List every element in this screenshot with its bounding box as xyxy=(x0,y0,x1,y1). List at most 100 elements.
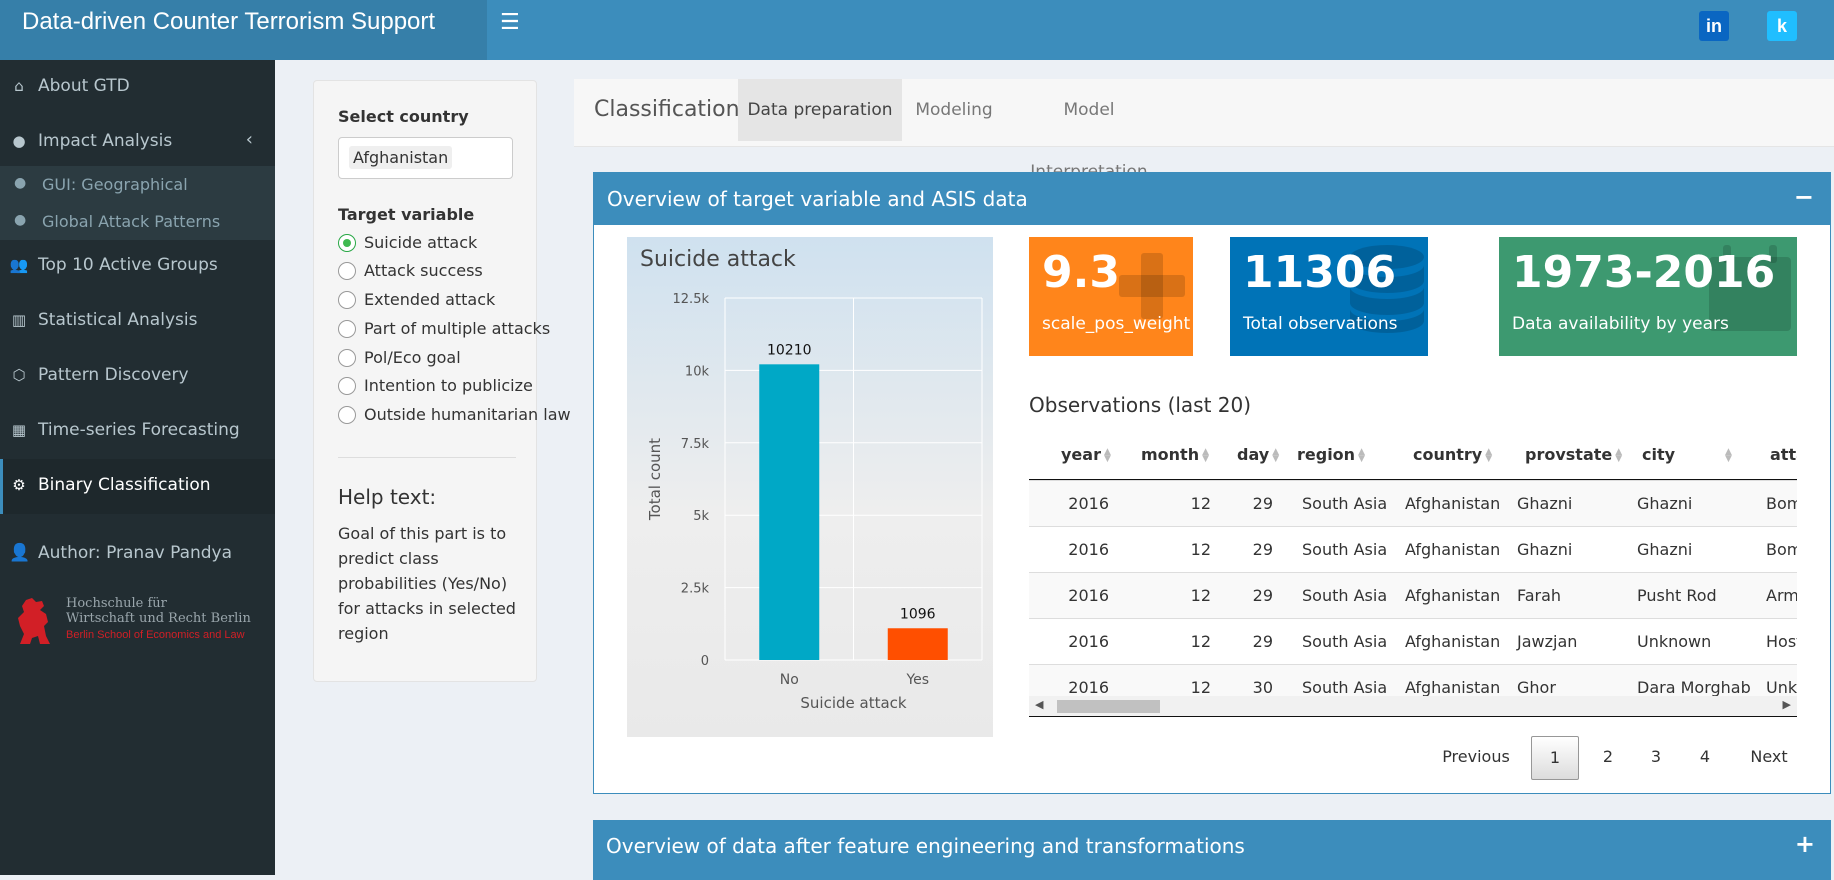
country-select-value: Afghanistan xyxy=(349,146,453,169)
y-tick-label: 5k xyxy=(693,509,709,524)
table-cell-city: Ghazni xyxy=(1637,540,1693,559)
radio-button[interactable] xyxy=(338,234,356,252)
sidebar-item-pattern-discovery[interactable]: ⬡ Pattern Discovery xyxy=(0,349,275,404)
table-cell-month: 12 xyxy=(1190,678,1211,697)
x-tick-label: No xyxy=(780,672,799,688)
table-cell-provstate: Farah xyxy=(1517,586,1562,605)
tab-model-interpretation[interactable]: Model Interpretation xyxy=(1030,100,1147,182)
radio-label: Intention to publicize xyxy=(364,376,533,395)
value-box-data-availability: 1973-2016 Data availability by years xyxy=(1499,237,1797,356)
radio-button[interactable] xyxy=(338,349,356,367)
table-row: 2016 12 29 South Asia Afghanistan Ghazni Ghazn… xyxy=(1029,526,1797,572)
table-cell-region: South Asia xyxy=(1302,540,1388,559)
table-cell-country: Afghanistan xyxy=(1405,678,1501,697)
sidebar-item-time-series-forecasting[interactable]: ▦ Time-series Forecasting xyxy=(0,404,275,459)
table-cell-year: 2016 xyxy=(1068,540,1109,559)
scroll-right-icon[interactable]: ▶ xyxy=(1782,698,1791,711)
y-tick-label: 12.5k xyxy=(673,292,710,307)
table-cell-day: 29 xyxy=(1252,586,1273,605)
home-icon: ⌂ xyxy=(14,77,24,95)
column-header-label: city xyxy=(1642,445,1676,464)
table-cell-provstate: Ghazni xyxy=(1517,494,1573,513)
column-header-city[interactable]: city ▲ ▼ xyxy=(1642,445,1732,464)
value-box-total-observations: 11306 Total observations xyxy=(1230,237,1428,356)
divider xyxy=(338,457,516,458)
table-cell-region: South Asia xyxy=(1302,586,1388,605)
scrollbar-thumb[interactable] xyxy=(1057,700,1160,713)
country-select[interactable]: Afghanistan xyxy=(338,137,513,179)
column-header-day[interactable]: day ▲ ▼ xyxy=(1237,445,1279,464)
table-cell-day: 29 xyxy=(1252,540,1273,559)
table-header-row: year ▲ ▼ month ▲ ▼ day ▲ ▼ region ▲ ▼ country ▲ ▼ … xyxy=(1029,432,1797,480)
column-header-country[interactable]: country ▲ ▼ xyxy=(1413,445,1492,464)
box-title: Overview of data after feature engineeri… xyxy=(606,834,1245,858)
network-icon: ⬡ xyxy=(12,366,26,384)
sidebar-item-statistical-analysis[interactable]: ▥ Statistical Analysis xyxy=(0,294,275,349)
radio-button[interactable] xyxy=(338,377,356,395)
y-tick-label: 10k xyxy=(685,364,710,379)
tab-bar: Classification Data preparation Modeling… xyxy=(574,79,1834,182)
sidebar-subitem-global-attack-patterns[interactable]: ● Global Attack Patterns xyxy=(0,203,275,240)
scroll-left-icon[interactable]: ◀ xyxy=(1035,698,1044,711)
logo-line-3: Berlin School of Economics and Law xyxy=(66,629,245,641)
linkedin-icon[interactable]: in xyxy=(1699,11,1729,41)
sidebar-item-label: Statistical Analysis xyxy=(38,310,198,330)
table-cell-country: Afghanistan xyxy=(1405,494,1501,513)
radio-button[interactable] xyxy=(338,291,356,309)
column-header-label: atta xyxy=(1770,445,1797,464)
tab-data-preparation[interactable]: Data preparation xyxy=(738,79,902,141)
sidebar-subitem-gui-geographical[interactable]: ● GUI: Geographical xyxy=(0,166,275,203)
table-cell-region: South Asia xyxy=(1302,678,1388,697)
sidebar-toggle-icon[interactable]: ☰ xyxy=(500,10,520,35)
column-header-attacktype[interactable]: atta xyxy=(1770,445,1797,464)
sidebar-subitem-label: Global Attack Patterns xyxy=(42,212,221,231)
help-text: Goal of this part is to predict class pr… xyxy=(338,524,516,643)
table-cell-year: 2016 xyxy=(1068,632,1109,651)
sort-icon: ▲ ▼ xyxy=(1202,446,1210,464)
table-cell-provstate: Jawzjan xyxy=(1517,632,1578,651)
sidebar-item-about-gtd[interactable]: ⌂ About GTD xyxy=(0,60,275,115)
y-tick-label: 2.5k xyxy=(681,582,710,597)
pagination-page-1[interactable]: 1 xyxy=(1531,736,1579,780)
table-cell-provstate: Ghazni xyxy=(1517,540,1573,559)
table-cell-region: South Asia xyxy=(1302,632,1388,651)
impact-analysis-submenu: ● GUI: Geographical ● Global Attack Patt… xyxy=(0,166,275,240)
sidebar-item-impact-analysis[interactable]: ● Impact Analysis ‹ xyxy=(0,115,275,170)
pagination-next[interactable]: Next xyxy=(1750,747,1788,766)
overview-box: Overview of target variable and ASIS dat… xyxy=(593,172,1831,794)
column-header-region[interactable]: region ▲ ▼ xyxy=(1297,445,1365,464)
radio-button[interactable] xyxy=(338,406,356,424)
bear-icon xyxy=(18,598,50,644)
value-box-number: 1973-2016 xyxy=(1512,247,1776,298)
sidebar: ⌂ About GTD ● Impact Analysis ‹ ● GUI: G… xyxy=(0,60,275,875)
column-header-year[interactable]: year ▲ ▼ xyxy=(1061,445,1111,464)
kaggle-icon[interactable]: k xyxy=(1767,11,1797,41)
table-cell-country: Afghanistan xyxy=(1405,586,1501,605)
table-row: 2016 12 29 South Asia Afghanistan Jawzjan Unkn… xyxy=(1029,618,1797,664)
radio-label: Extended attack xyxy=(364,290,496,309)
pagination-page-3[interactable]: 3 xyxy=(1650,747,1662,766)
expand-button[interactable]: + xyxy=(1794,830,1815,858)
table-cell-year: 2016 xyxy=(1068,586,1109,605)
radio-label: Suicide attack xyxy=(364,233,478,252)
column-header-provstate[interactable]: provstate ▲ ▼ xyxy=(1525,445,1622,464)
sidebar-item-top-10-active-groups[interactable]: 👥 Top 10 Active Groups xyxy=(0,239,275,294)
tabset-title: Classification xyxy=(594,97,740,122)
collapse-button[interactable]: − xyxy=(1793,183,1814,211)
pagination-previous[interactable]: Previous xyxy=(1442,747,1510,766)
column-header-month[interactable]: month ▲ ▼ xyxy=(1141,445,1209,464)
tab-modeling[interactable]: Modeling xyxy=(915,100,993,120)
radio-button[interactable] xyxy=(338,262,356,280)
help-title: Help text: xyxy=(338,485,437,509)
x-tick-label: Yes xyxy=(905,672,929,688)
table-cell-atta: Unkn xyxy=(1766,678,1797,697)
value-box-label: Total observations xyxy=(1243,314,1398,334)
radio-button[interactable] xyxy=(338,320,356,338)
globe-icon: ● xyxy=(14,175,27,191)
pagination-page-2[interactable]: 2 xyxy=(1602,747,1614,766)
horizontal-scrollbar[interactable]: ◀ ▶ xyxy=(1029,696,1797,716)
sidebar-item-binary-classification[interactable]: ⚙ Binary Classification xyxy=(0,459,275,514)
column-header-label: region xyxy=(1297,445,1356,464)
pagination-page-4[interactable]: 4 xyxy=(1699,747,1711,766)
bar-yes xyxy=(887,628,948,660)
